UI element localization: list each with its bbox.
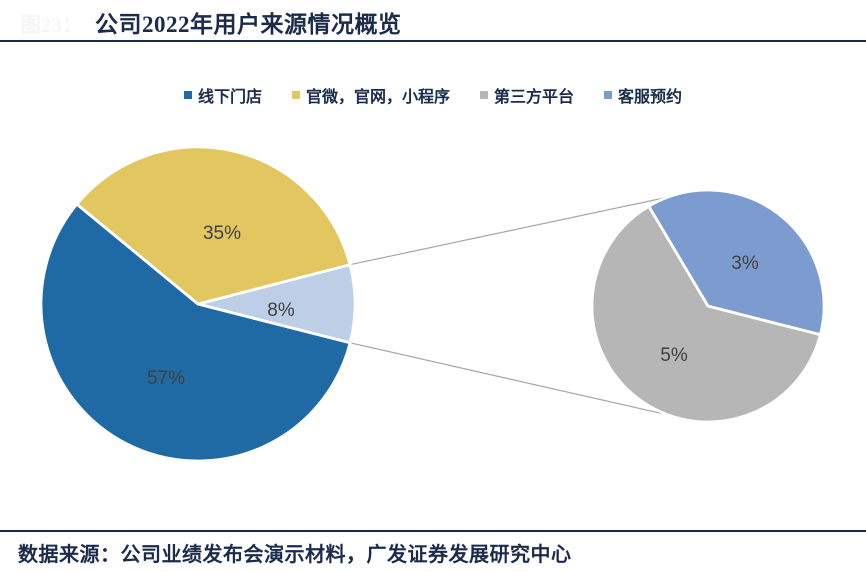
title-row: 图23： 公司2022年用户来源情况概览 <box>0 5 866 41</box>
legend-item-official-channels: 官微，官网，小程序 <box>291 83 450 107</box>
legend-item-label: 线下门店 <box>197 89 262 106</box>
chart-title: 公司2022年用户来源情况概览 <box>95 12 402 37</box>
chart-legend: 线下门店 官微，官网，小程序 第三方平台 客服预约 <box>0 83 866 107</box>
legend-item-offline-stores: 线下门店 <box>183 83 262 107</box>
legend-item-third-party-platform: 第三方平台 <box>480 83 574 107</box>
secondary-pie-slice-service-booking <box>647 188 826 337</box>
data-source-note: 数据来源：公司业绩发布会演示材料，广发证券发展研究中心 <box>18 544 572 566</box>
footer-divider <box>0 530 866 532</box>
legend-swatch-icon <box>183 91 192 99</box>
data-label-service-booking: 3% <box>731 253 759 274</box>
legend-item-service-booking: 客服预约 <box>604 83 682 107</box>
connector-line-top <box>349 196 669 266</box>
legend-item-label: 官微，官网，小程序 <box>305 89 450 106</box>
legend-item-label: 客服预约 <box>618 89 683 106</box>
main-pie-slice-offline-stores <box>39 202 352 463</box>
connector-line-bottom <box>350 342 669 416</box>
data-label-third-party-platform: 5% <box>660 345 688 366</box>
legend-swatch-icon <box>604 91 613 99</box>
legend-item-label: 第三方平台 <box>494 89 575 106</box>
main-pie-slice-official-channels <box>75 145 352 306</box>
data-label-other-combined: 8% <box>267 300 295 321</box>
data-label-offline-stores: 57% <box>147 368 185 389</box>
figure-number-watermark: 图23： <box>20 13 83 37</box>
secondary-pie-slice-third-party-platform <box>590 204 822 424</box>
title-divider <box>0 40 866 42</box>
legend-swatch-icon <box>480 91 488 99</box>
data-label-official-channels: 35% <box>203 223 241 244</box>
legend-swatch-icon <box>291 91 300 99</box>
